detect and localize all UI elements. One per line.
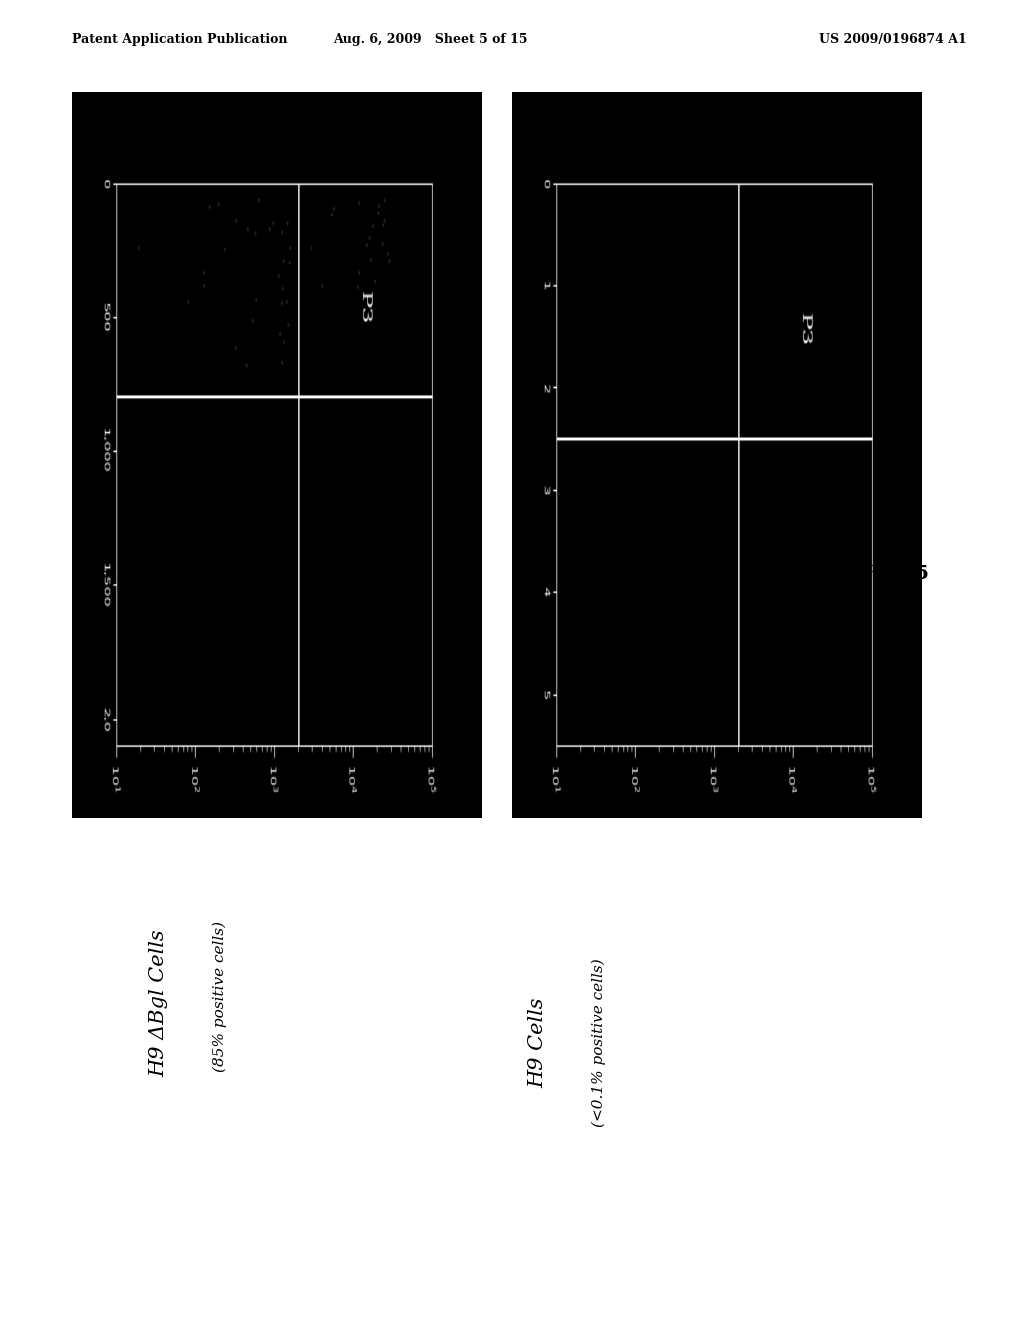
Text: H9 Cells: H9 Cells [528, 998, 547, 1088]
Text: (<0.1% positive cells): (<0.1% positive cells) [592, 958, 606, 1127]
Text: FIG. 5: FIG. 5 [863, 565, 929, 583]
Text: H9 ΔBgl Cells: H9 ΔBgl Cells [150, 929, 168, 1077]
Text: US 2009/0196874 A1: US 2009/0196874 A1 [819, 33, 967, 46]
Text: Patent Application Publication: Patent Application Publication [72, 33, 287, 46]
Text: (85% positive cells): (85% positive cells) [213, 921, 227, 1072]
Text: Aug. 6, 2009   Sheet 5 of 15: Aug. 6, 2009 Sheet 5 of 15 [333, 33, 527, 46]
